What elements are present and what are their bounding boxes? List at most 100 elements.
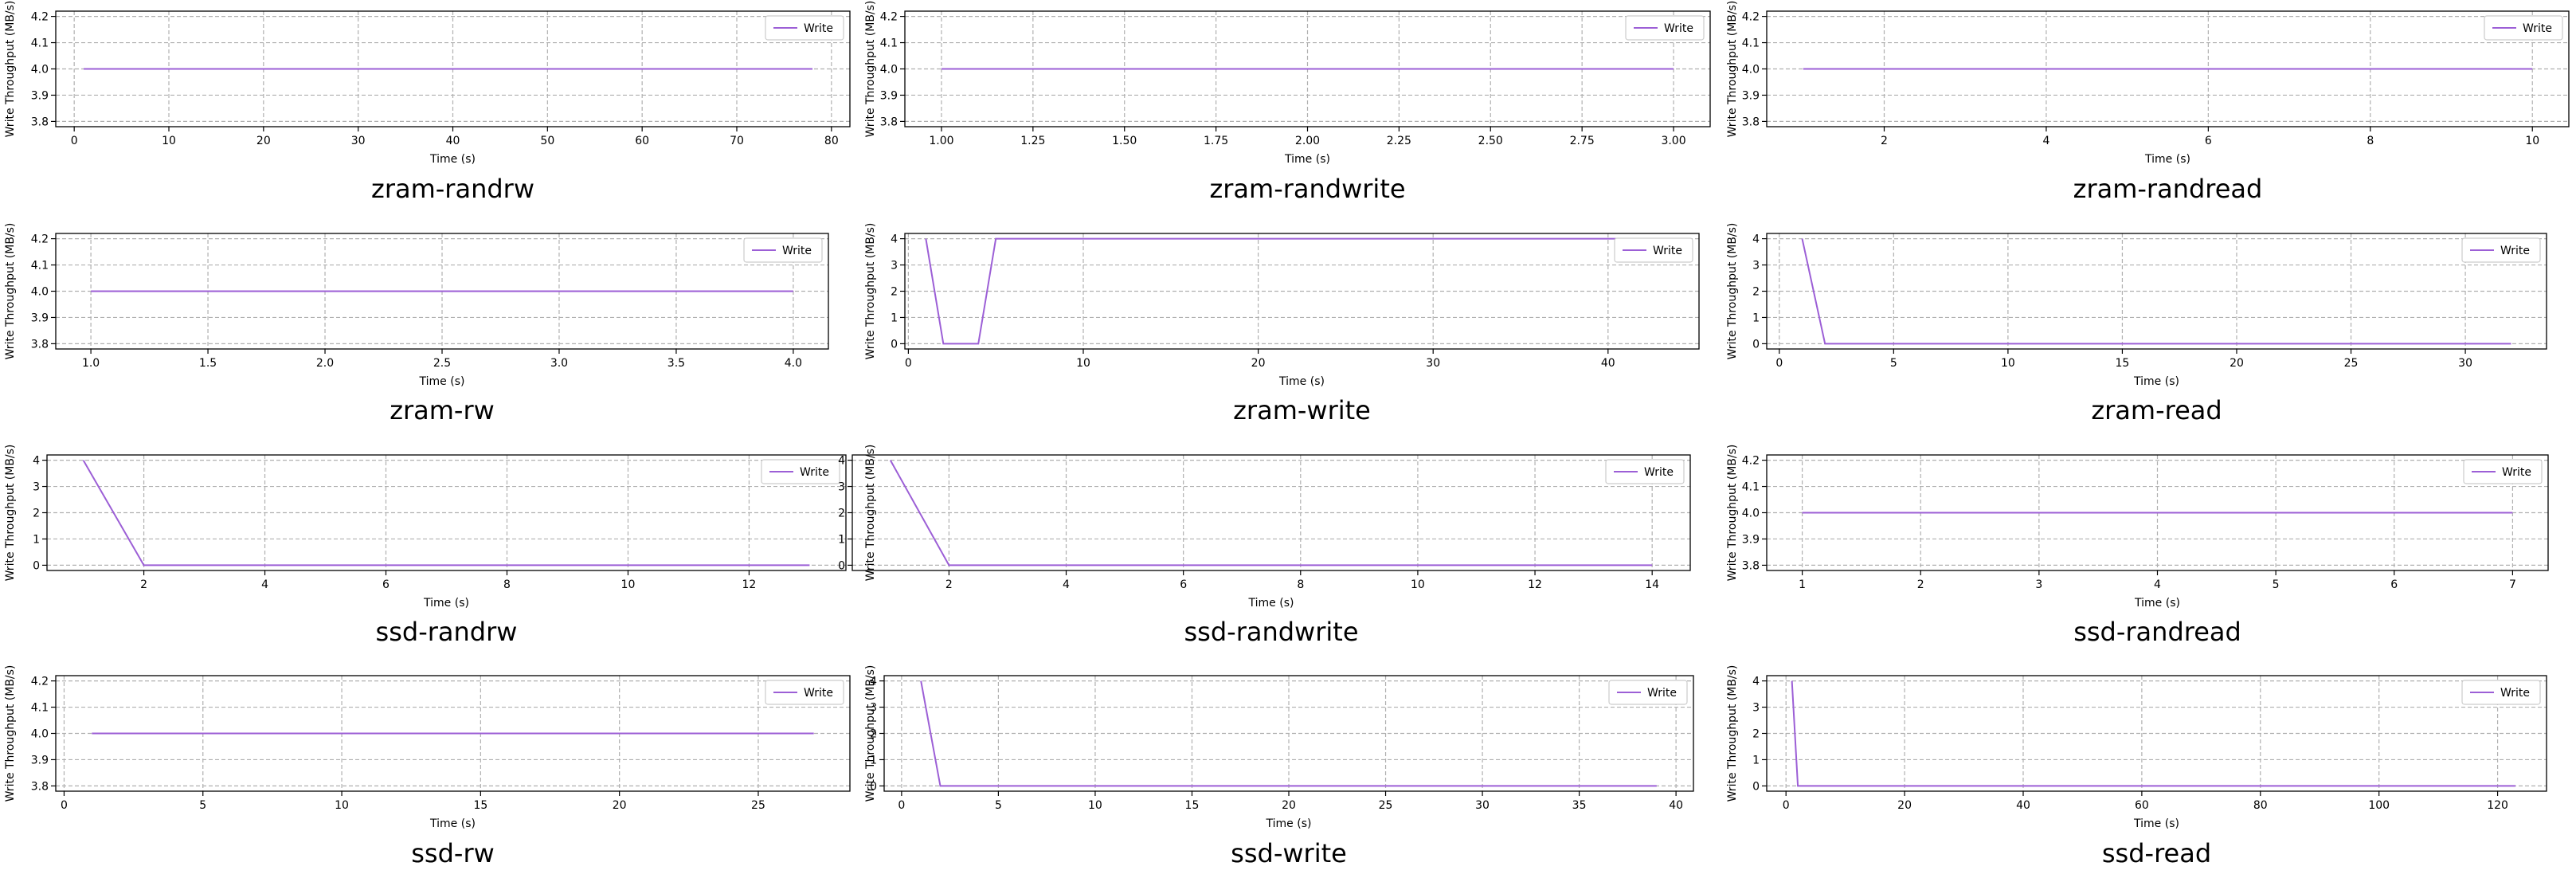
y-tick-label: 3.9 [31, 89, 49, 102]
legend-label: Write [1647, 687, 1677, 700]
x-tick-label: 5 [995, 799, 1002, 812]
y-tick-label: 4 [1752, 233, 1760, 246]
y-tick-label: 1 [870, 754, 877, 766]
y-tick-label: 4.0 [31, 286, 49, 299]
y-axis-label: Write Throughput (MB/s) [4, 223, 17, 360]
x-tick-label: 3.5 [667, 357, 685, 370]
x-tick-label: 60 [635, 135, 649, 147]
x-tick-label: 7 [2509, 578, 2516, 591]
y-tick-label: 4.0 [880, 64, 898, 76]
y-tick-label: 2 [838, 508, 845, 520]
legend-label: Write [800, 466, 829, 479]
x-axis-label: Time (s) [1284, 153, 1330, 166]
x-tick-label: 25 [1379, 799, 1393, 812]
x-tick-label: 15 [2116, 357, 2130, 370]
y-tick-label: 3.8 [880, 116, 898, 128]
y-tick-label: 1 [1752, 312, 1760, 324]
legend-label: Write [2523, 22, 2552, 35]
panel-caption: ssd-randrw [375, 617, 518, 647]
x-tick-label: 120 [2487, 799, 2508, 812]
y-axis-label: Write Throughput (MB/s) [4, 445, 17, 582]
y-tick-label: 2 [870, 728, 877, 741]
series-line-write [1791, 680, 2515, 787]
series-line-write [1801, 238, 2511, 345]
x-tick-label: 70 [730, 135, 744, 147]
x-tick-label: 4 [1063, 578, 1070, 591]
y-axis-label: Write Throughput (MB/s) [4, 1, 17, 138]
legend-box [1625, 15, 1705, 41]
x-axis-label: Time (s) [429, 153, 476, 166]
y-tick-label: 3.8 [1742, 559, 1760, 572]
y-tick-label: 3 [1752, 702, 1760, 715]
x-tick-label: 1 [1799, 578, 1806, 591]
y-tick-label: 3.9 [31, 312, 49, 324]
y-tick-label: 1 [33, 533, 40, 546]
x-tick-label: 25 [2344, 357, 2359, 370]
y-tick-label: 4.0 [31, 728, 49, 741]
y-tick-label: 4.2 [1742, 455, 1760, 468]
y-tick-label: 3.8 [31, 780, 49, 793]
x-tick-label: 5 [2273, 578, 2280, 591]
x-tick-label: 3.0 [550, 357, 568, 370]
y-tick-label: 3.8 [31, 116, 49, 128]
legend-label: Write [804, 22, 833, 35]
x-tick-label: 6 [2205, 135, 2212, 147]
legend-box [765, 15, 844, 41]
y-tick-label: 3.9 [31, 754, 49, 766]
x-tick-label: 15 [1185, 799, 1200, 812]
legend-box [2463, 459, 2543, 484]
y-tick-label: 2 [33, 508, 40, 520]
legend-box [765, 680, 844, 705]
x-tick-label: 40 [1601, 357, 1615, 370]
y-tick-label: 3 [1752, 260, 1760, 272]
x-tick-label: 10 [1088, 799, 1102, 812]
series-line-write [82, 460, 810, 566]
y-tick-label: 1 [838, 533, 845, 546]
y-tick-label: 2 [1752, 728, 1760, 741]
legend-box [1605, 459, 1685, 484]
x-tick-label: 14 [1645, 578, 1659, 591]
legend-box [2461, 237, 2541, 263]
y-tick-label: 4.2 [31, 11, 49, 24]
y-tick-label: 3 [870, 702, 877, 715]
x-tick-label: 6 [382, 578, 390, 591]
y-axis-label: Write Throughput (MB/s) [1726, 1, 1739, 138]
x-tick-label: 20 [256, 135, 271, 147]
x-tick-label: 0 [71, 135, 78, 147]
x-tick-label: 10 [2525, 135, 2539, 147]
x-tick-label: 1.0 [82, 357, 100, 370]
panel-caption: zram-randwrite [1209, 174, 1406, 204]
x-tick-label: 1.5 [199, 357, 217, 370]
x-tick-label: 1.25 [1020, 135, 1045, 147]
panel-caption: ssd-rw [411, 838, 495, 868]
x-tick-label: 10 [162, 135, 176, 147]
legend-label: Write [2500, 687, 2530, 700]
y-tick-label: 0 [33, 559, 40, 572]
x-tick-label: 30 [1426, 357, 1440, 370]
series-line-write [920, 680, 1657, 787]
y-tick-label: 4.2 [880, 11, 898, 24]
y-tick-label: 4.1 [1742, 481, 1760, 494]
x-tick-label: 2 [1881, 135, 1888, 147]
x-tick-label: 8 [503, 578, 511, 591]
x-tick-label: 4 [2042, 135, 2049, 147]
y-axis-label: Write Throughput (MB/s) [864, 665, 877, 802]
x-tick-label: 15 [473, 799, 487, 812]
x-tick-label: 40 [1669, 799, 1683, 812]
y-tick-label: 4.2 [31, 233, 49, 246]
x-axis-label: Time (s) [1248, 597, 1294, 610]
y-tick-label: 3.8 [1742, 116, 1760, 128]
x-tick-label: 20 [1282, 799, 1296, 812]
x-tick-label: 40 [446, 135, 460, 147]
x-tick-label: 20 [613, 799, 627, 812]
x-tick-label: 0 [61, 799, 68, 812]
y-tick-label: 4.2 [31, 676, 49, 688]
x-tick-label: 4 [261, 578, 268, 591]
x-axis-label: Time (s) [419, 375, 465, 388]
y-tick-label: 4.2 [1742, 11, 1760, 24]
